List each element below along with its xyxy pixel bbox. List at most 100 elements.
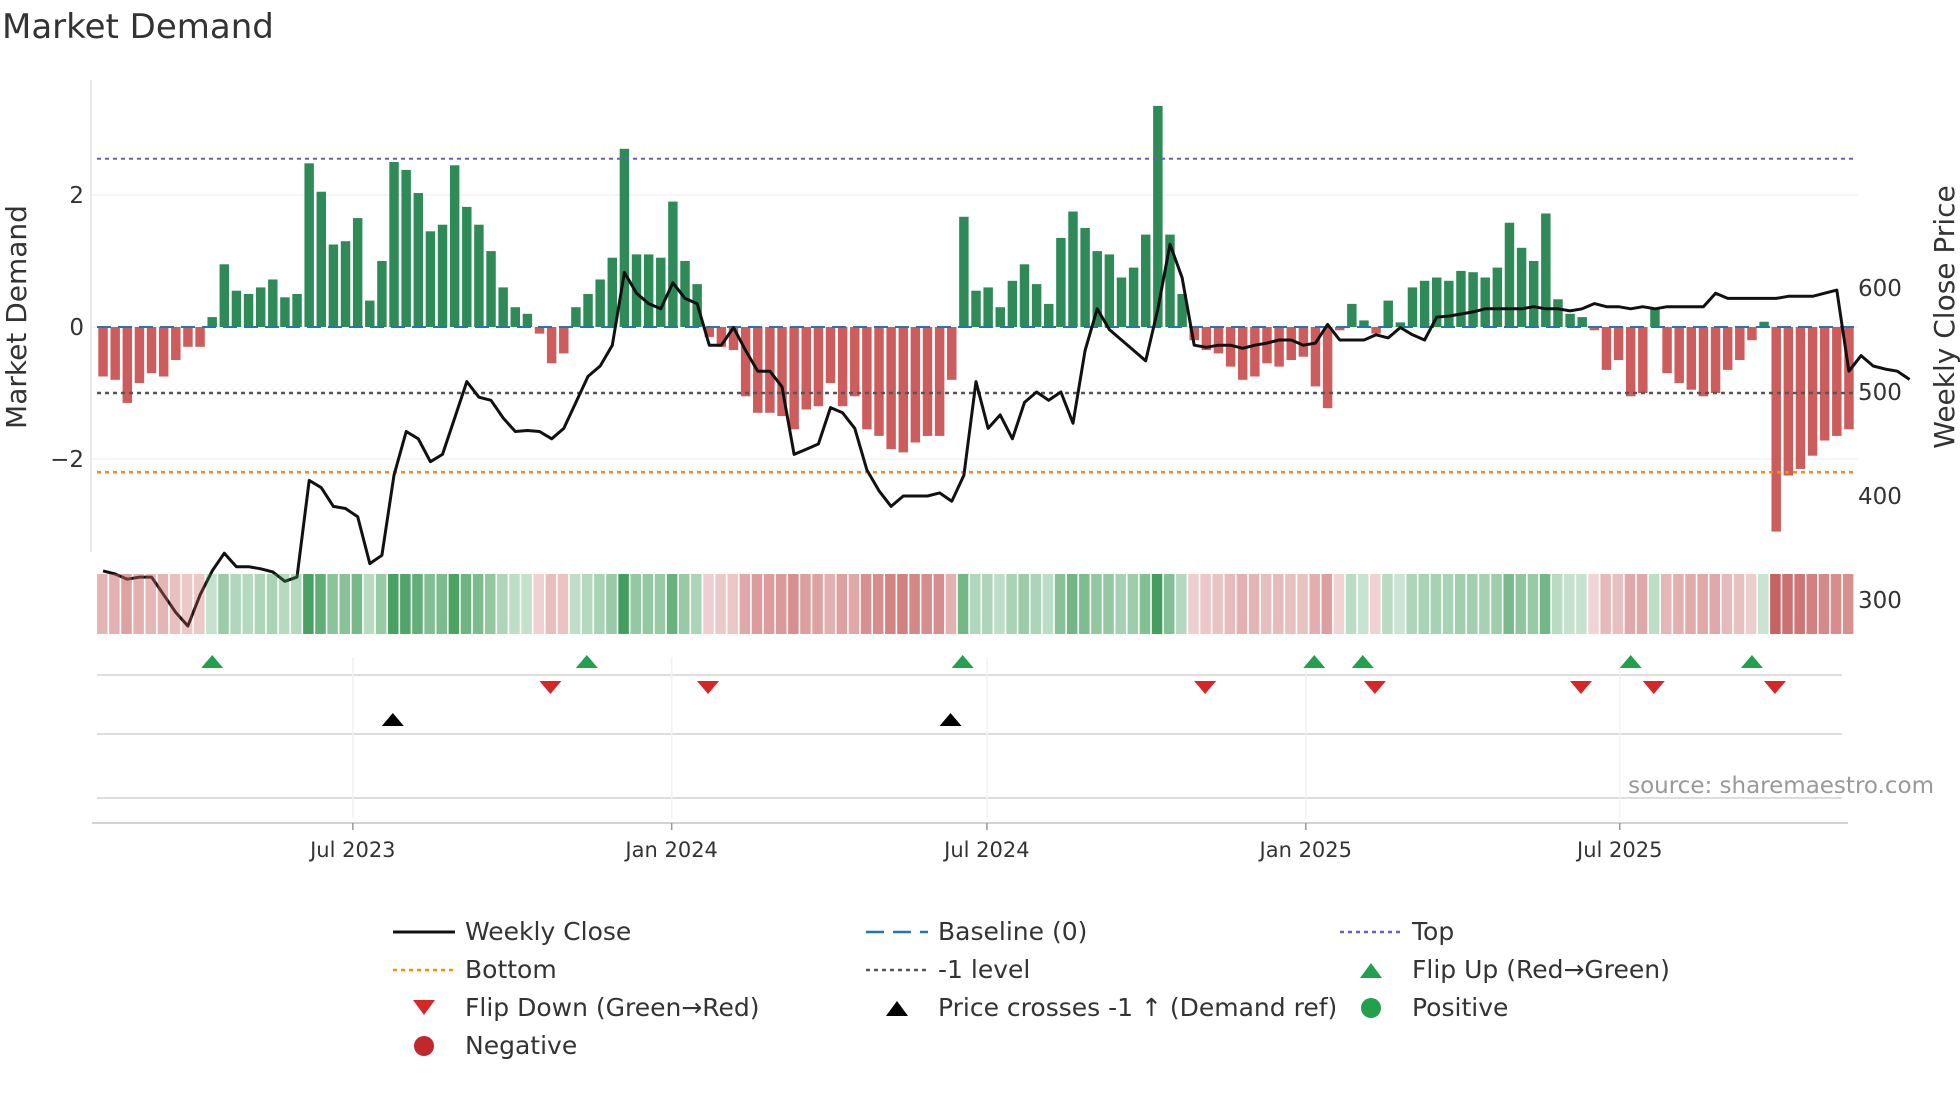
strip-cell-positive [1139,574,1151,634]
strip-cell-positive [400,574,411,634]
demand-bar [837,327,848,407]
flip-down-marker [1569,681,1592,694]
demand-bar [1395,322,1406,327]
demand-bar [1201,327,1212,351]
flip-down-marker [1642,681,1665,694]
strip-cell-positive [994,574,1005,634]
strip-cell-positive [691,574,702,634]
legend-label: Positive [1412,993,1508,1022]
strip-cell-positive [363,574,375,634]
demand-bar [983,287,993,327]
strip-cell-positive [436,574,447,634]
strip-cell-positive [1151,574,1163,634]
strip-cell-negative [909,574,920,634]
demand-bar [947,327,957,380]
strip-cell-positive [594,574,605,634]
strip-cell-negative [1806,574,1818,634]
flip-down-marker [1363,681,1386,694]
demand-bar [1528,261,1539,327]
price-cross-marker [939,713,962,726]
demand-bar [1310,327,1321,387]
strip-cell-positive [1394,574,1405,634]
y-tick-label: 0 [69,315,84,341]
demand-bar [704,327,714,337]
demand-bar [1625,327,1636,397]
demand-bar [1165,234,1175,327]
strip-cell-negative [557,574,569,634]
strip-cell-negative [727,574,738,634]
strip-cell-positive [1418,574,1430,634]
demand-bar [1419,280,1430,327]
demand-bar [280,297,290,327]
demand-bar [1431,277,1442,327]
strip-cell-negative [872,574,884,634]
price-cross-marker [381,713,404,726]
demand-bar [401,169,411,327]
demand-bar [680,261,690,327]
demand-bar [1213,327,1224,354]
demand-bar [643,254,654,327]
demand-bar [1322,327,1333,409]
strip-cell-negative [157,574,169,634]
strip-cell-positive [1515,574,1527,634]
strip-cell-negative [145,574,157,634]
demand-color-strip [97,574,1854,634]
strip-cell-positive [460,574,472,634]
demand-bar [1468,272,1478,327]
strip-cell-positive [230,574,241,634]
legend-item: -1 level [866,955,1030,984]
strip-cell-negative [933,574,945,634]
legend-item: Weekly Close [393,917,631,946]
demand-bar [959,216,969,327]
legend-item: Price crosses -1 ↑ (Demand ref) [886,993,1337,1022]
strip-cell-positive [1115,574,1126,634]
strip-cell-negative [921,574,932,634]
demand-bar [534,327,545,334]
strip-cell-positive [1527,574,1539,634]
demand-bar [1516,247,1527,327]
demand-bar [934,327,945,436]
strip-cell-positive [1006,574,1017,634]
strip-cell-positive [412,574,423,634]
demand-bar [607,257,618,327]
demand-bar [510,307,521,327]
demand-bar [207,317,217,327]
flip-up-marker [201,655,224,668]
strip-cell-positive [1430,574,1442,634]
demand-bar [316,191,327,327]
y2-tick-label: 500 [1858,380,1902,406]
demand-bar [352,218,363,327]
demand-bar [1153,105,1163,328]
demand-bar [1359,320,1369,327]
strip-cell-negative [945,574,957,634]
strip-cell-negative [703,574,714,634]
strip-cell-negative [1212,574,1223,634]
strip-cell-positive [1042,574,1054,634]
strip-cell-positive [1018,574,1029,634]
strip-cell-positive [472,574,484,634]
demand-bar [1347,303,1357,327]
strip-cell-positive [1066,574,1078,634]
strip-cell-negative [715,574,726,634]
strip-cell-positive [290,574,302,634]
source-label: source: sharemaestro.com [1628,773,1934,799]
demand-bar [146,327,157,374]
legend-label: -1 level [938,955,1030,984]
strip-cell-negative [1321,574,1333,634]
strip-cell-negative [1770,574,1781,634]
strip-cell-positive [1479,574,1490,634]
demand-bar [595,279,605,327]
x-tick-label: Jan 2024 [623,838,718,862]
flip-up-marker [951,655,974,668]
strip-cell-negative [885,574,896,634]
strip-cell-negative [897,574,908,634]
strip-cell-negative [1600,574,1611,634]
demand-bar [862,327,872,430]
strip-cell-positive [1442,574,1454,634]
demand-bar [995,307,1005,327]
strip-cell-positive [266,574,278,634]
strip-cell-negative [545,574,557,634]
strip-cell-negative [1842,574,1854,634]
demand-bar [243,294,254,327]
